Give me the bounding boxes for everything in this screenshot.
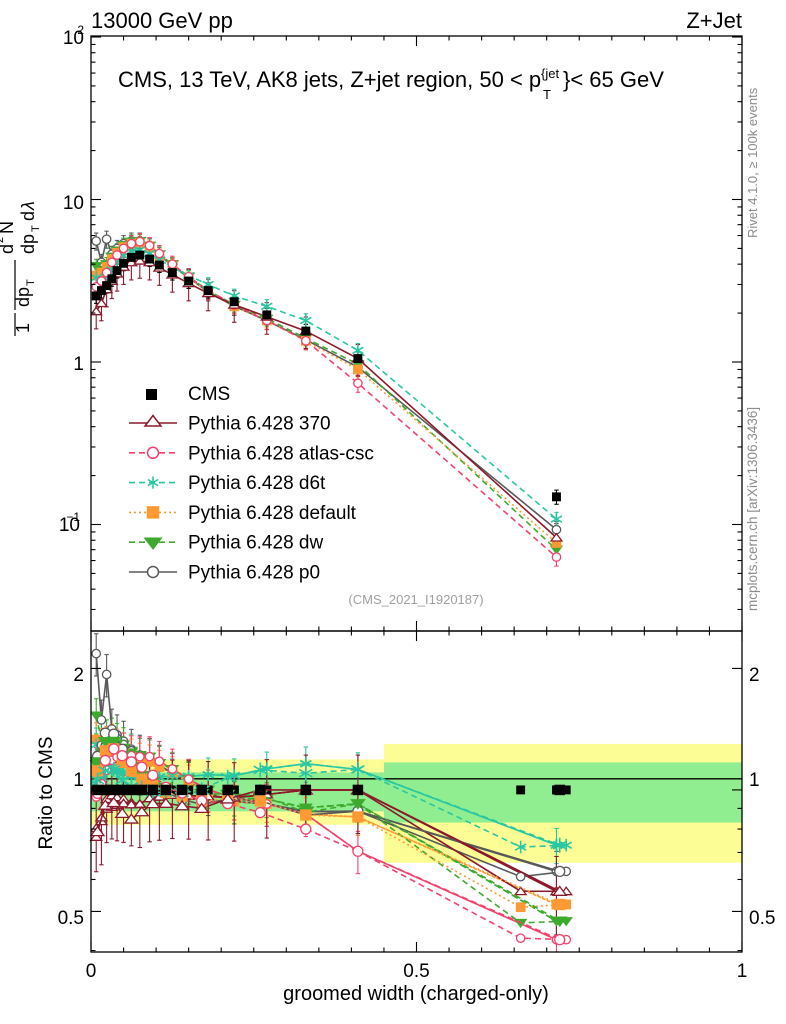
svg-text:dN: dN [0,284,3,307]
svg-text:1: 1 [73,354,84,375]
svg-text:10: 10 [63,193,84,214]
svg-text:mcplots.cern.ch [arXiv:1306.34: mcplots.cern.ch [arXiv:1306.3436] [745,407,760,611]
svg-text:2: 2 [749,665,760,686]
svg-text:#: # [0,323,4,333]
svg-text:−1: −1 [66,510,80,524]
svg-text:Rivet 4.1.0, ≥ 100k events: Rivet 4.1.0, ≥ 100k events [745,87,760,238]
svg-text:0.5: 0.5 [58,908,84,929]
svg-text:Pythia 6.428 atlas-csc: Pythia 6.428 atlas-csc [188,443,374,464]
svg-text:T: T [543,87,551,102]
svg-text:0.5: 0.5 [403,961,429,982]
svg-text:dp: dp [13,287,33,307]
svg-text:Pythia 6.428 d6t: Pythia 6.428 d6t [188,473,326,494]
svg-text:{jet: {jet [541,66,559,81]
svg-text:2: 2 [0,237,6,243]
svg-text:Pythia 6.428 370: Pythia 6.428 370 [188,414,331,435]
svg-text:2: 2 [73,665,84,686]
svg-text:1: 1 [749,770,760,791]
svg-text:Pythia 6.428 dw: Pythia 6.428 dw [188,533,323,554]
svg-text:groomed width (charged-only): groomed width (charged-only) [283,983,549,1005]
svg-text:T: T [25,279,37,286]
svg-text:dp: dp [18,234,38,254]
svg-text:d: d [0,244,17,254]
svg-text:Ratio to CMS: Ratio to CMS [36,737,57,850]
svg-text:CMS, 13 TeV, AK8 jets, Z+jet r: CMS, 13 TeV, AK8 jets, Z+jet region, 50 … [118,67,541,92]
svg-text:Pythia 6.428 default: Pythia 6.428 default [188,503,357,524]
svg-text:1: 1 [73,770,84,791]
svg-text:λ: λ [18,201,38,211]
svg-text:2: 2 [77,23,84,37]
svg-text:d: d [18,211,38,221]
svg-text:0.5: 0.5 [749,908,775,929]
svg-text:0: 0 [86,961,97,982]
svg-text:13000 GeV pp: 13000 GeV pp [91,8,233,33]
svg-text:Z+Jet: Z+Jet [686,8,742,33]
svg-text:CMS: CMS [188,384,230,405]
svg-text:(CMS_2021_I1920187): (CMS_2021_I1920187) [348,592,483,607]
svg-text:1: 1 [13,323,33,333]
svg-text:T: T [30,225,42,232]
svg-text:1: 1 [737,961,748,982]
svg-text:Pythia 6.428 p0: Pythia 6.428 p0 [188,563,320,584]
svg-text:N: N [0,221,17,234]
svg-text:}< 65 GeV: }< 65 GeV [563,67,664,92]
